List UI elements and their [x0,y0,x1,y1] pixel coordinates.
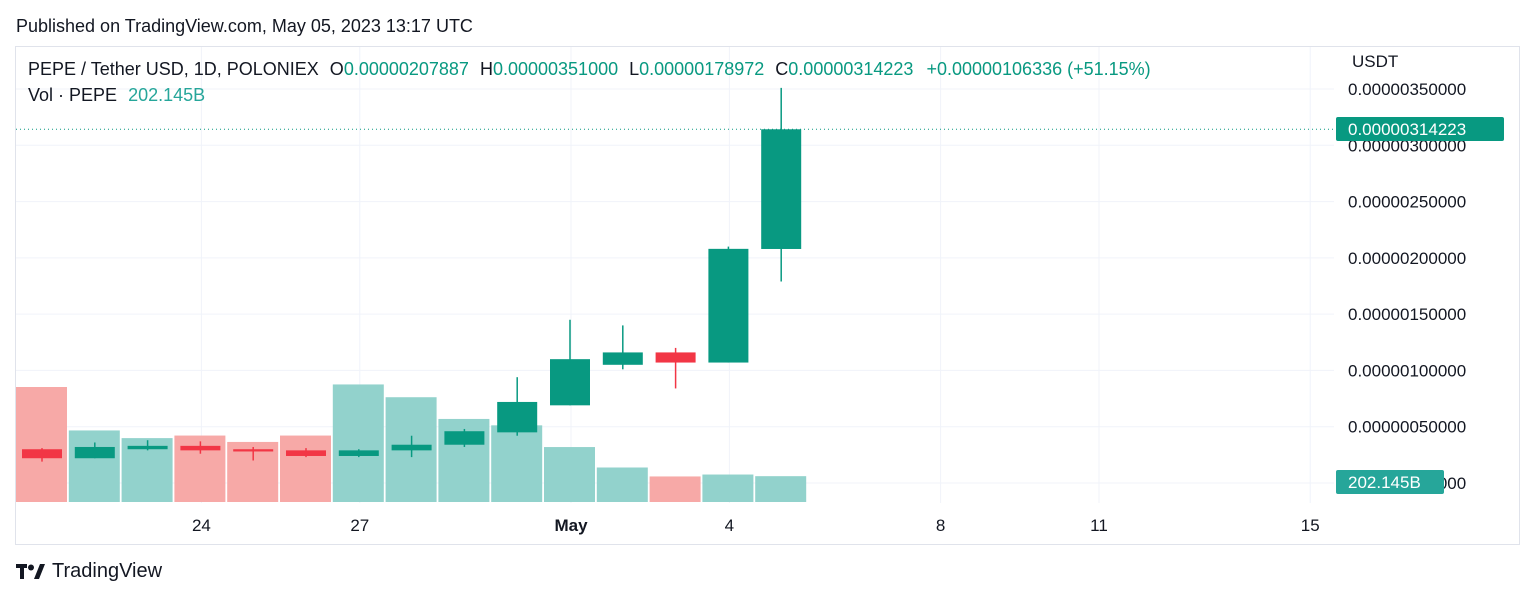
x-tick-label: 15 [1301,516,1320,535]
volume-bar [332,384,384,502]
time-axis[interactable]: 24 27 May 4 8 11 15 [192,516,1320,535]
x-tick-label: May [554,516,588,535]
x-tick-label: 27 [350,516,369,535]
volume-bars [16,384,807,502]
volume-legend: Vol · PEPE 202.145B [28,85,205,106]
candle-body [127,445,168,450]
candle-body [761,129,802,249]
volume-bar [16,387,67,502]
axis-badges: 0.00000314223 202.145B [1336,117,1504,494]
x-tick-label: 24 [192,516,211,535]
candle-body [338,450,379,456]
candle-body [286,450,326,456]
y-tick-label: 0.00000350000 [1348,80,1466,99]
x-tick-label: 8 [936,516,945,535]
volume-bar [755,476,807,502]
symbol-title[interactable]: PEPE / Tether USD, 1D, POLONIEX [28,59,319,79]
volume-label[interactable]: Vol · PEPE [28,85,118,105]
high-value: 0.00000351000 [492,59,619,79]
candle-body [602,352,643,365]
volume-bar [280,435,331,502]
y-tick-label: 0.00000200000 [1348,249,1466,268]
volume-bar [544,447,595,502]
price-unit: USDT [1352,52,1399,71]
last-volume-badge-label: 202.145B [1348,473,1421,492]
volume-bar [596,467,648,502]
candle-body [180,445,221,451]
candles [22,87,802,462]
y-tick-label: 0.00000300000 [1348,136,1466,155]
candle-body [497,401,538,433]
volume-bar [68,430,120,502]
price-axis[interactable]: 0.00000350000 0.00000300000 0.00000250000 0… [1348,80,1466,493]
change-value: +0.00000106336 (+51.15%) [926,59,1151,79]
close-label: C [775,59,789,79]
last-volume-badge [1336,470,1444,494]
volume-bar [649,476,701,502]
x-tick-label: 4 [725,516,734,535]
candle-body [708,248,749,363]
y-tick-label: 0.00000150000 [1348,305,1466,324]
low-label: L [629,59,640,79]
candle-body [233,449,274,452]
grid-lines [16,47,1334,503]
y-tick-label: 0.00000100000 [1348,361,1466,380]
candle-body [655,352,696,363]
low-value: 0.00000178972 [639,59,765,79]
tradingview-logo-icon [16,563,45,579]
last-price-badge [1336,117,1504,141]
published-note: Published on TradingView.com, May 05, 20… [16,16,473,36]
volume-bar [491,425,543,502]
volume-value: 202.145B [128,85,206,105]
ohlc-legend: PEPE / Tether USD, 1D, POLONIEX O0.00000… [28,59,1151,80]
high-label: H [479,59,493,79]
candle-body [22,449,62,459]
open-label: O [329,59,344,79]
chart-frame [15,46,1520,545]
y-tick-label: 0.00000250000 [1348,193,1466,212]
tradingview-logo[interactable]: TradingView [16,560,162,583]
tradingview-logo-text: TradingView [52,560,163,582]
candle-body [391,444,432,451]
open-value: 0.00000207887 [343,59,469,79]
last-price-badge-label: 0.00000314223 [1348,120,1466,139]
close-value: 0.00000314223 [788,59,914,79]
volume-bar [702,474,754,502]
candle-body [74,446,115,459]
candle-body [550,359,590,406]
x-tick-label: 11 [1090,516,1108,535]
candle-body [444,431,485,445]
y-tick-label: 0.00000050000 [1348,418,1466,437]
